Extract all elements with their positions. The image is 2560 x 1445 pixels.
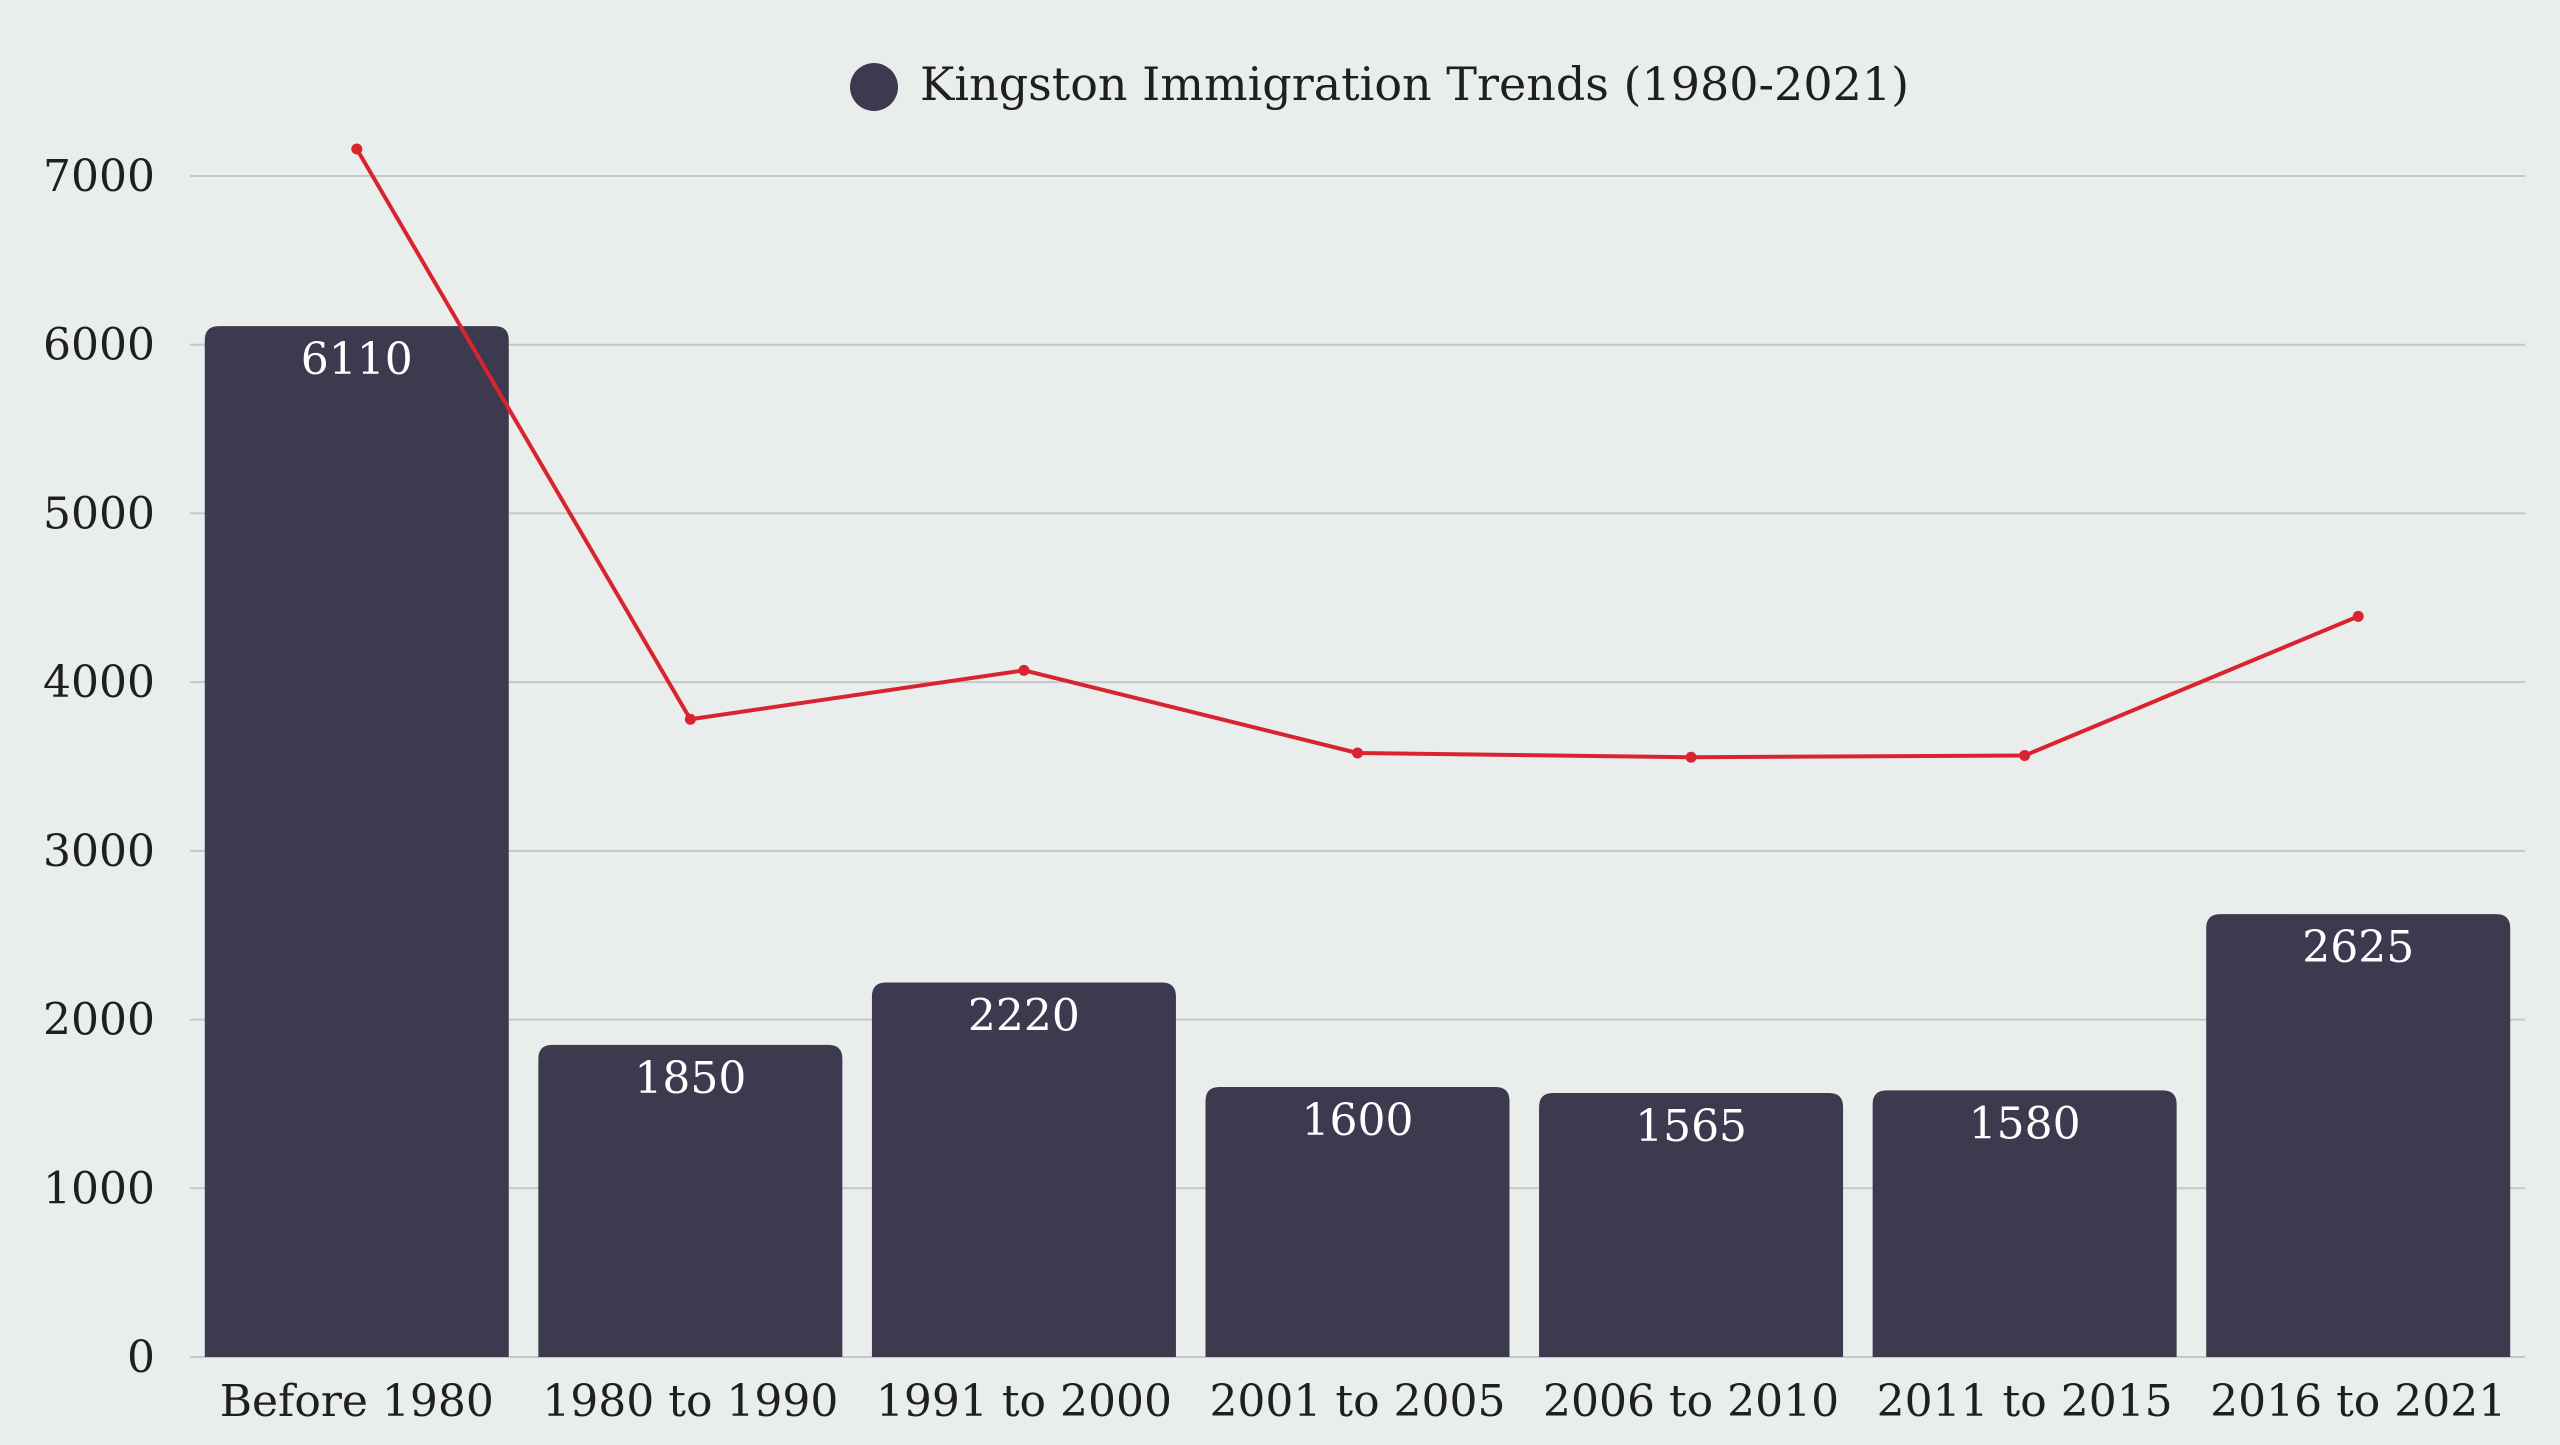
bar: [2206, 914, 2511, 1357]
y-tick-label: 4000: [43, 657, 155, 708]
legend-label: Kingston Immigration Trends (1980-2021): [920, 57, 1909, 111]
bar: [538, 1044, 843, 1357]
x-axis-ticks: Before 1980 1980 to 1990 1991 to 2000 2001 …: [220, 1376, 2507, 1427]
x-tick-label: 2001 to 2005: [1209, 1376, 1505, 1427]
x-tick-label: 2016 to 2021: [2210, 1376, 2506, 1427]
bar-data-label: 1580: [1969, 1098, 2081, 1149]
line-point: [1685, 751, 1697, 763]
gridlines: [190, 175, 2525, 1358]
line-point: [1352, 747, 1363, 759]
legend-marker-bar-series: [850, 63, 898, 111]
y-tick-label: 6000: [43, 320, 155, 371]
y-tick-label: 7000: [43, 151, 155, 202]
line-point: [684, 713, 696, 725]
x-tick-label: 1980 to 1990: [542, 1376, 838, 1427]
bar-data-label: 2625: [2302, 922, 2414, 973]
data-labels: 6110 1850 2220 1600 1565 1580 2625: [301, 334, 2414, 1152]
bar-data-label: 2220: [968, 990, 1080, 1041]
legend: Kingston Immigration Trends (1980-2021): [850, 57, 1909, 111]
line-series-path: [355, 147, 2359, 760]
bar: [1539, 1092, 1844, 1357]
x-tick-label: 2006 to 2010: [1543, 1376, 1839, 1427]
bar: [204, 326, 509, 1357]
bar-data-label: 6110: [301, 334, 413, 385]
line-point: [2352, 610, 2364, 622]
y-axis-ticks: 0 1000 2000 3000 4000 5000 6000 7000: [43, 151, 155, 1383]
y-tick-label: 0: [127, 1332, 155, 1383]
bars: [204, 326, 2511, 1357]
line-series: [351, 143, 2364, 763]
y-tick-label: 3000: [43, 826, 155, 877]
x-tick-label: Before 1980: [220, 1376, 494, 1427]
line-point: [2019, 750, 2031, 762]
y-tick-label: 2000: [43, 995, 155, 1046]
bar: [1205, 1087, 1510, 1357]
y-tick-label: 1000: [43, 1163, 155, 1214]
x-tick-label: 1991 to 2000: [876, 1376, 1172, 1427]
y-tick-label: 5000: [43, 488, 155, 539]
bar-data-label: 1565: [1635, 1101, 1747, 1152]
bar-data-label: 1600: [1302, 1095, 1414, 1146]
bar: [1872, 1090, 2177, 1357]
x-tick-label: 2011 to 2015: [1877, 1376, 2173, 1427]
line-point: [1018, 664, 1030, 676]
bar: [871, 982, 1176, 1357]
bar-data-label: 1850: [634, 1053, 746, 1104]
line-point: [351, 143, 363, 155]
